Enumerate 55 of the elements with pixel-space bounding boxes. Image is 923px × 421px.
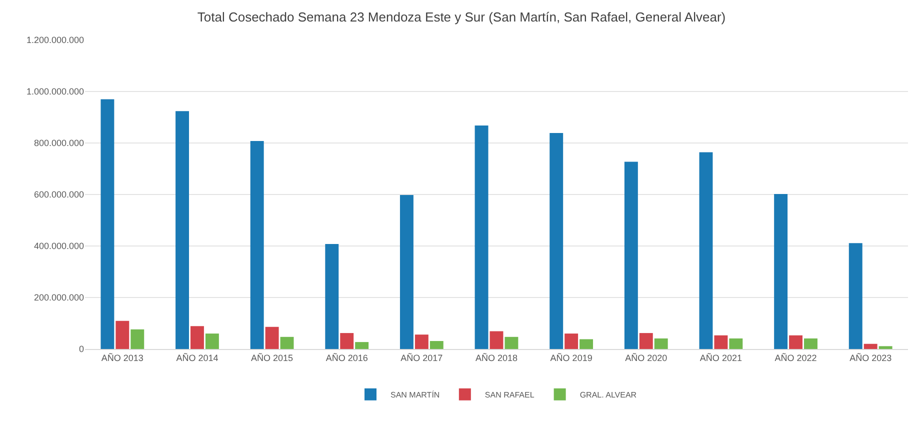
bar (654, 338, 668, 349)
bar (789, 335, 803, 349)
y-tick-label: 400.000.000 (34, 241, 84, 252)
bar (580, 339, 594, 349)
x-tick-label: AÑO 2014 (176, 352, 218, 363)
bar (100, 99, 114, 349)
bar (430, 341, 444, 349)
bar (176, 111, 189, 349)
x-tick-label: AÑO 2016 (326, 352, 368, 363)
bar (504, 336, 518, 349)
legend-label: SAN RAFAEL (484, 390, 535, 400)
x-tick-label: AÑO 2013 (101, 352, 144, 363)
x-tick-label: AÑO 2020 (625, 352, 668, 363)
x-tick-label: AÑO 2017 (400, 352, 443, 363)
bar (250, 140, 264, 349)
bar (714, 335, 728, 349)
x-tick-label: AÑO 2019 (550, 352, 592, 363)
bar (414, 334, 428, 349)
bar (490, 331, 504, 349)
bar (325, 244, 339, 349)
x-tick-label: AÑO 2022 (774, 352, 817, 363)
bar (699, 152, 713, 349)
legend-label: GRAL. ALVEAR (580, 390, 637, 400)
bar (400, 195, 414, 349)
bar (116, 320, 130, 349)
y-tick-label: 200.000.000 (34, 292, 84, 303)
y-tick-label: 1.200.000.000 (26, 35, 84, 46)
bar (265, 326, 279, 349)
bar (564, 334, 578, 349)
bar (804, 338, 818, 349)
bar (550, 132, 564, 349)
x-tick-label: AÑO 2023 (850, 352, 892, 363)
bar (130, 329, 144, 349)
bar (355, 342, 369, 349)
y-tick-label: 0 (78, 344, 84, 354)
x-tick-label: AÑO 2015 (251, 352, 294, 363)
bar (878, 346, 892, 349)
x-tick-label: AÑO 2021 (700, 352, 742, 363)
bar (190, 326, 204, 349)
x-tick-label: AÑO 2018 (475, 352, 518, 363)
bar (280, 336, 294, 349)
bar (848, 243, 862, 349)
bar (474, 125, 488, 349)
bar (774, 194, 788, 349)
y-tick-label: 600.000.000 (34, 190, 84, 200)
bar (864, 344, 878, 349)
bar (729, 338, 743, 349)
bar (639, 333, 653, 349)
bar (624, 162, 638, 349)
bar (340, 333, 354, 349)
chart-title: Total Cosechado Semana 23 Mendoza Este y Sur (San Martín, San Rafael, General Alvear) (197, 10, 726, 25)
y-tick-label: 1.000.000.000 (26, 86, 84, 97)
y-tick-label: 800.000.000 (34, 138, 84, 148)
legend-label: SAN MARTÍN (390, 390, 440, 400)
bar (205, 334, 219, 349)
